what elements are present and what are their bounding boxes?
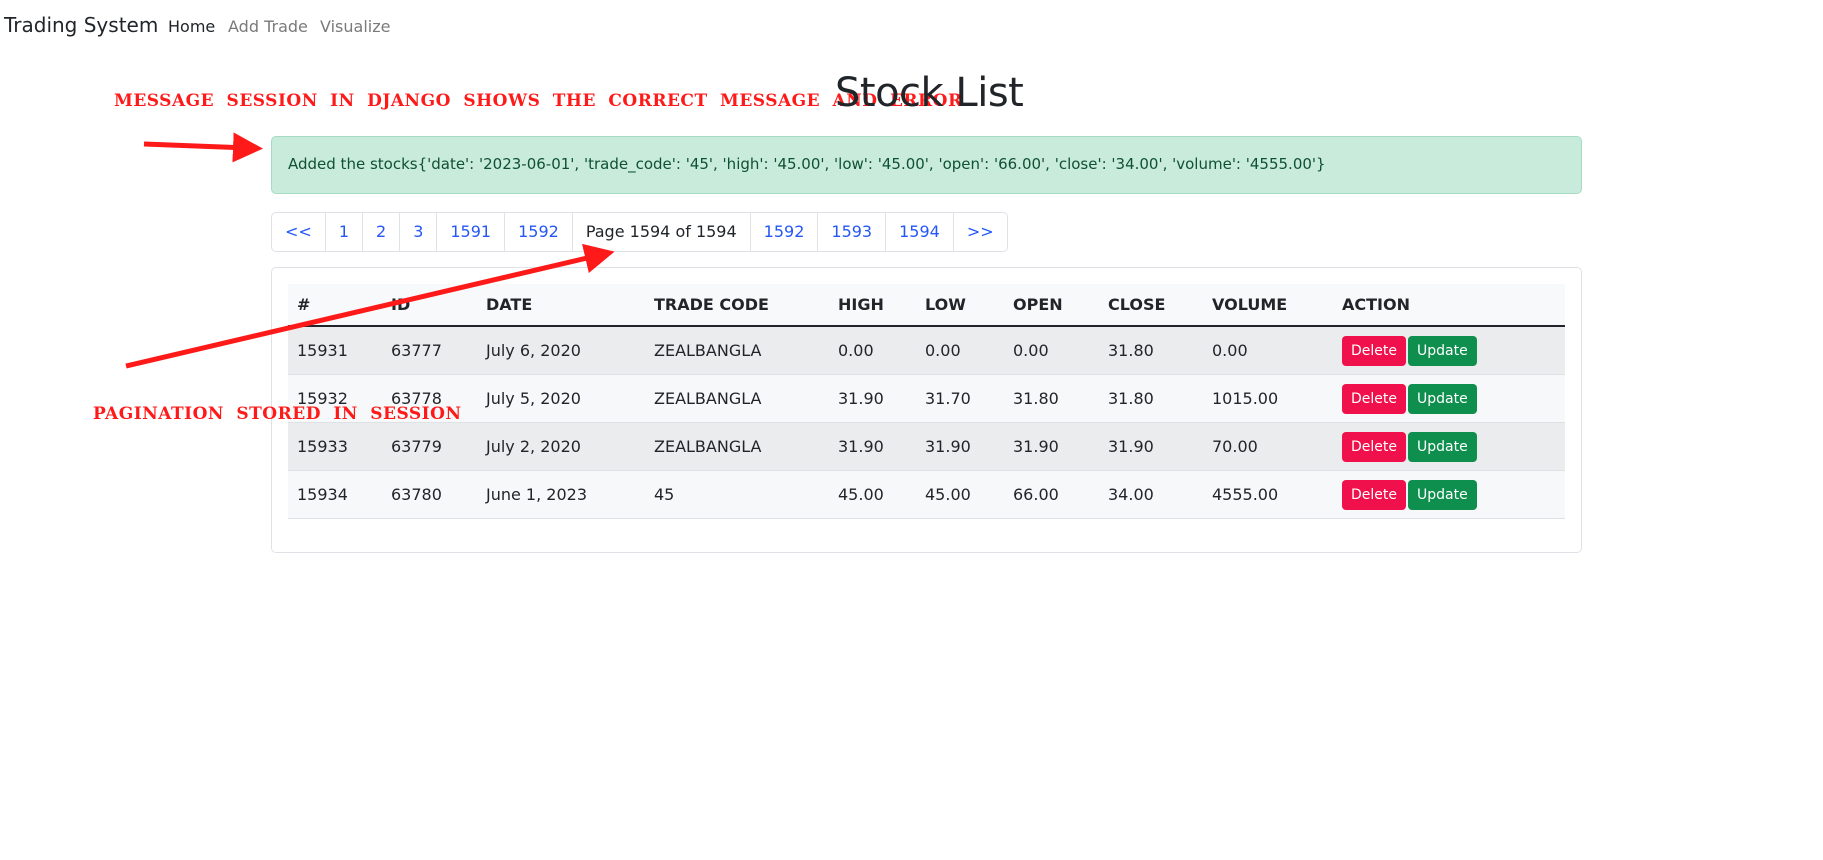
cell-high: 45.00 [829,470,916,519]
cell-low: 45.00 [916,470,1004,519]
cell-volume: 70.00 [1203,422,1333,471]
col-header-id: ID [382,284,477,327]
pagination: << 1 2 3 1591 1592 Page 1594 of 1594 159… [271,212,1008,252]
update-button[interactable]: Update [1408,431,1477,462]
alert-text: Added the stocks{'date': '2023-06-01', '… [288,155,1326,173]
brand[interactable]: Trading System [4,13,159,37]
cell-volume: 4555.00 [1203,470,1333,519]
cell-id: 63779 [382,422,477,471]
update-button[interactable]: Update [1408,479,1477,510]
update-button[interactable]: Update [1408,383,1477,414]
delete-button[interactable]: Delete [1342,479,1406,510]
cell-open: 66.00 [1004,470,1099,519]
delete-button[interactable]: Delete [1342,335,1406,366]
page-link[interactable]: 1594 [886,213,954,251]
cell-trade-code: ZEALBANGLA [645,326,829,375]
nav-link-add-trade[interactable]: Add Trade [228,17,308,36]
cell-date: July 2, 2020 [477,422,645,471]
cell-low: 31.90 [916,422,1004,471]
update-button[interactable]: Update [1408,335,1477,366]
delete-button[interactable]: Delete [1342,383,1406,414]
col-header-high: HIGH [829,284,916,327]
cell-trade-code: 45 [645,470,829,519]
cell-close: 31.80 [1099,326,1203,375]
navbar: Trading System Home Add Trade Visualize [0,0,1823,54]
cell-id: 63778 [382,374,477,423]
stock-table-card: # ID DATE TRADE CODE HIGH LOW OPEN CLOSE… [271,267,1582,553]
page-link[interactable]: 3 [400,213,438,251]
page-link[interactable]: 1591 [437,213,506,251]
cell-high: 31.90 [829,422,916,471]
col-header-low: LOW [916,284,1004,327]
cell-id: 63780 [382,470,477,519]
col-header-trade-code: TRADE CODE [645,284,829,327]
page-link[interactable]: 1593 [818,213,887,251]
page-link[interactable]: 2 [363,213,401,251]
success-alert: Added the stocks{'date': '2023-06-01', '… [271,136,1582,194]
cell-id: 63777 [382,326,477,375]
cell-action: Delete Update [1333,422,1565,471]
cell-action: Delete Update [1333,374,1565,423]
annotation-pagination: PAGINATION STORED IN SESSION [93,404,462,424]
col-header-open: OPEN [1004,284,1099,327]
cell-low: 31.70 [916,374,1004,423]
arrow-to-pagination [125,243,615,369]
col-header-close: CLOSE [1099,284,1203,327]
cell-volume: 0.00 [1203,326,1333,375]
nav-link-home[interactable]: Home [168,17,216,36]
table-row: 15932 63778 July 5, 2020 ZEALBANGLA 31.9… [288,374,1565,423]
cell-open: 31.90 [1004,422,1099,471]
table-row: 15934 63780 June 1, 2023 45 45.00 45.00 … [288,470,1565,519]
cell-open: 0.00 [1004,326,1099,375]
cell-close: 34.00 [1099,470,1203,519]
cell-high: 0.00 [829,326,916,375]
col-header-action: ACTION [1333,284,1565,327]
table-header-row: # ID DATE TRADE CODE HIGH LOW OPEN CLOSE… [288,284,1565,327]
cell-date: June 1, 2023 [477,470,645,519]
col-header-volume: VOLUME [1203,284,1333,327]
cell-action: Delete Update [1333,326,1565,375]
table-row: 15931 63777 July 6, 2020 ZEALBANGLA 0.00… [288,326,1565,375]
cell-volume: 1015.00 [1203,374,1333,423]
cell-close: 31.90 [1099,422,1203,471]
cell-close: 31.80 [1099,374,1203,423]
cell-index: 15933 [288,422,382,471]
nav-link-visualize[interactable]: Visualize [320,17,391,36]
annotation-message: MESSAGE SESSION IN DJANGO SHOWS THE CORR… [114,91,963,111]
cell-action: Delete Update [1333,470,1565,519]
cell-low: 0.00 [916,326,1004,375]
arrow-to-alert [143,132,263,163]
cell-trade-code: ZEALBANGLA [645,374,829,423]
page-first[interactable]: << [272,213,326,251]
stock-table: # ID DATE TRADE CODE HIGH LOW OPEN CLOSE… [288,284,1565,519]
page-title: Stock List [835,70,1024,116]
col-header-index: # [288,284,382,327]
page-link[interactable]: 1592 [751,213,819,251]
table-row: 15933 63779 July 2, 2020 ZEALBANGLA 31.9… [288,422,1565,471]
cell-trade-code: ZEALBANGLA [645,422,829,471]
cell-index: 15932 [288,374,382,423]
cell-index: 15931 [288,326,382,375]
cell-open: 31.80 [1004,374,1099,423]
cell-index: 15934 [288,470,382,519]
page-current: Page 1594 of 1594 [573,213,751,251]
page-link[interactable]: 1592 [505,213,573,251]
page-last[interactable]: >> [966,222,994,241]
cell-high: 31.90 [829,374,916,423]
cell-date: July 5, 2020 [477,374,645,423]
cell-date: July 6, 2020 [477,326,645,375]
col-header-date: DATE [477,284,645,327]
delete-button[interactable]: Delete [1342,431,1406,462]
page-link[interactable]: 1 [326,213,363,251]
